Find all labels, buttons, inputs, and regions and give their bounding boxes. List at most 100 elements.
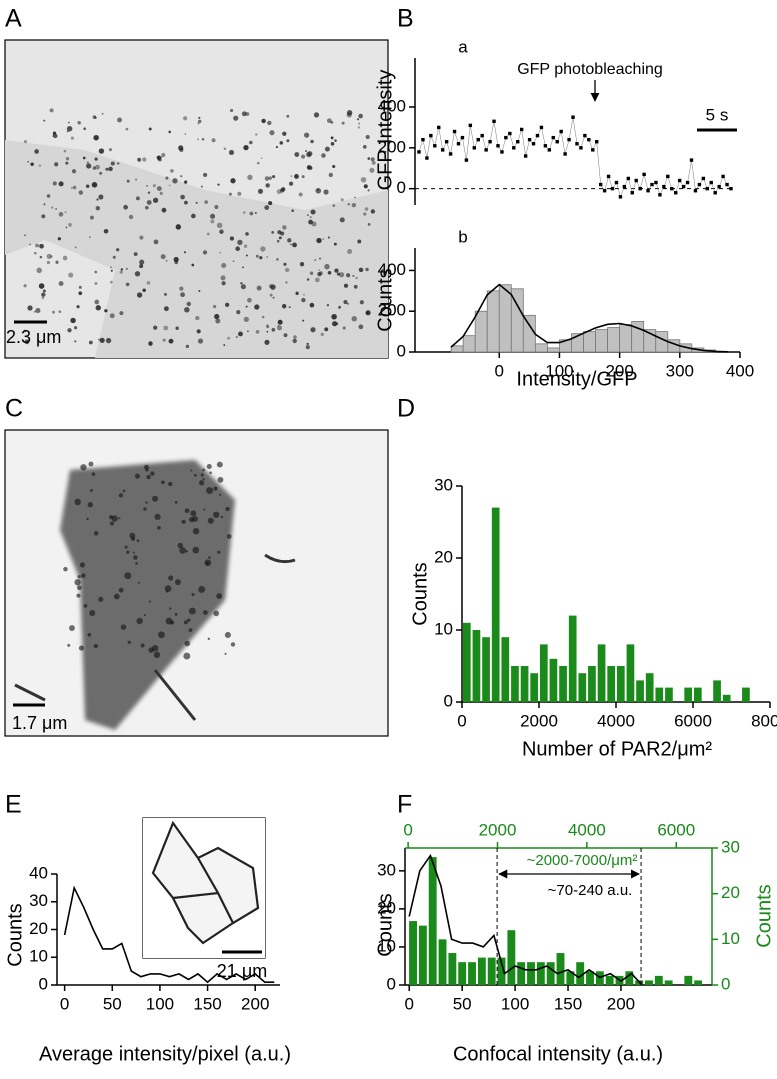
puncta	[91, 182, 98, 188]
puncta	[134, 473, 140, 479]
annotation: ~70-240 a.u.	[548, 882, 633, 899]
puncta	[343, 299, 348, 305]
puncta	[159, 191, 163, 195]
scale-bar-label: 2.3 μm	[6, 327, 61, 347]
data-point	[595, 140, 599, 144]
data-point	[496, 144, 500, 148]
data-point	[567, 137, 571, 142]
puncta	[94, 270, 98, 274]
x-tick-label: 50	[453, 994, 472, 1013]
puncta	[230, 178, 236, 184]
puncta	[24, 234, 26, 237]
puncta	[67, 643, 71, 647]
data-point	[456, 142, 461, 146]
y2-tick-label: 10	[721, 929, 740, 948]
puncta	[194, 474, 197, 477]
puncta	[191, 263, 195, 267]
puncta	[216, 222, 223, 229]
puncta	[255, 254, 259, 258]
x-tick-label: 150	[554, 994, 582, 1013]
puncta	[219, 229, 224, 234]
x-tick-label: 50	[103, 994, 122, 1013]
data-point	[448, 152, 453, 156]
puncta	[197, 138, 199, 141]
histogram-bar	[497, 957, 506, 985]
puncta	[236, 310, 241, 315]
panel-letter: D	[397, 395, 415, 423]
puncta	[333, 243, 337, 246]
data-point	[626, 176, 631, 181]
puncta	[165, 176, 169, 180]
puncta	[125, 267, 128, 270]
puncta	[265, 183, 270, 188]
puncta	[177, 542, 184, 549]
puncta	[140, 643, 145, 648]
puncta	[207, 637, 211, 641]
puncta	[332, 204, 336, 207]
puncta	[124, 572, 132, 580]
puncta	[97, 338, 100, 341]
puncta	[271, 328, 276, 332]
histogram-bar	[619, 324, 633, 353]
puncta	[145, 501, 148, 504]
histogram-bar	[534, 343, 548, 353]
data-point	[437, 125, 441, 130]
y-tick-label: 30	[377, 860, 396, 879]
puncta	[324, 146, 330, 152]
puncta	[147, 191, 151, 194]
puncta	[95, 164, 100, 170]
puncta	[209, 471, 212, 474]
puncta	[358, 324, 364, 330]
puncta	[35, 307, 41, 314]
scale-bar-label: 5 s	[706, 105, 729, 124]
puncta	[291, 209, 295, 213]
puncta	[68, 121, 70, 124]
x-tick-label: 100	[501, 994, 529, 1013]
puncta	[202, 478, 205, 481]
puncta	[213, 511, 220, 518]
histogram-bar	[482, 637, 490, 702]
puncta	[152, 184, 156, 188]
y-axis-label: Counts	[374, 893, 396, 956]
puncta	[184, 200, 188, 205]
puncta	[74, 498, 81, 506]
y-axis-label: Counts	[409, 562, 431, 625]
puncta	[334, 139, 337, 142]
fit-curve	[450, 283, 729, 353]
histogram-bar	[626, 644, 635, 702]
puncta	[93, 644, 98, 649]
puncta	[79, 562, 86, 568]
puncta	[240, 282, 243, 285]
puncta	[108, 148, 112, 152]
puncta	[165, 259, 168, 262]
puncta	[83, 604, 88, 608]
puncta	[217, 183, 220, 186]
puncta	[36, 267, 42, 274]
y-tick-label: 10	[434, 619, 453, 638]
puncta	[108, 515, 114, 520]
puncta	[229, 236, 235, 241]
puncta	[88, 461, 94, 467]
puncta	[266, 256, 268, 258]
puncta	[148, 600, 151, 603]
puncta	[262, 315, 265, 319]
puncta	[247, 330, 249, 333]
puncta	[78, 190, 84, 195]
puncta	[284, 267, 290, 273]
puncta	[293, 335, 297, 339]
puncta	[206, 487, 214, 495]
data-point	[484, 148, 488, 152]
puncta	[71, 169, 77, 174]
x-tick-label: 200	[607, 994, 635, 1013]
puncta	[367, 189, 370, 192]
puncta	[73, 326, 78, 330]
histogram-bar	[517, 962, 526, 985]
puncta	[165, 590, 169, 593]
data-point	[693, 189, 698, 193]
puncta	[310, 209, 316, 215]
puncta	[365, 134, 370, 140]
puncta	[77, 120, 81, 125]
puncta	[72, 185, 77, 190]
puncta	[74, 246, 77, 249]
data-point	[674, 191, 678, 195]
